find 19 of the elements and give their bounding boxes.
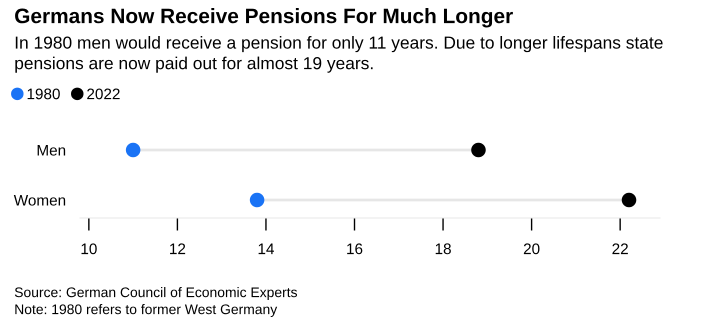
chart-subtitle: In 1980 men would receive a pension for only 11 years. Due to longer lifespans state pensions are now paid out for almost 19 years. — [15, 36, 663, 73]
x-tick-label: 12 — [170, 243, 186, 254]
x-tick-label: 18 — [436, 243, 451, 254]
x-tick-label: 16 — [347, 243, 362, 254]
y-tick-label: Women — [14, 195, 66, 206]
point — [471, 142, 486, 158]
point — [250, 192, 264, 208]
chart-title: Germans Now Receive Pensions For Much Longer — [15, 8, 513, 28]
legend-label: 2022 — [87, 88, 120, 100]
y-tick-label: Men — [38, 145, 66, 156]
x-tick-label: 14 — [258, 244, 274, 254]
point — [126, 142, 140, 158]
x-tick-label: 10 — [82, 243, 97, 254]
x-tick-label: 22 — [612, 243, 628, 254]
legend-label: 1980 — [28, 88, 60, 100]
source-note: Source: German Council of Economic Experts — [14, 287, 298, 300]
x-tick-label: 20 — [524, 243, 540, 254]
point — [622, 192, 636, 208]
text: Note: 1980 refers to former West Germany — [15, 304, 278, 317]
